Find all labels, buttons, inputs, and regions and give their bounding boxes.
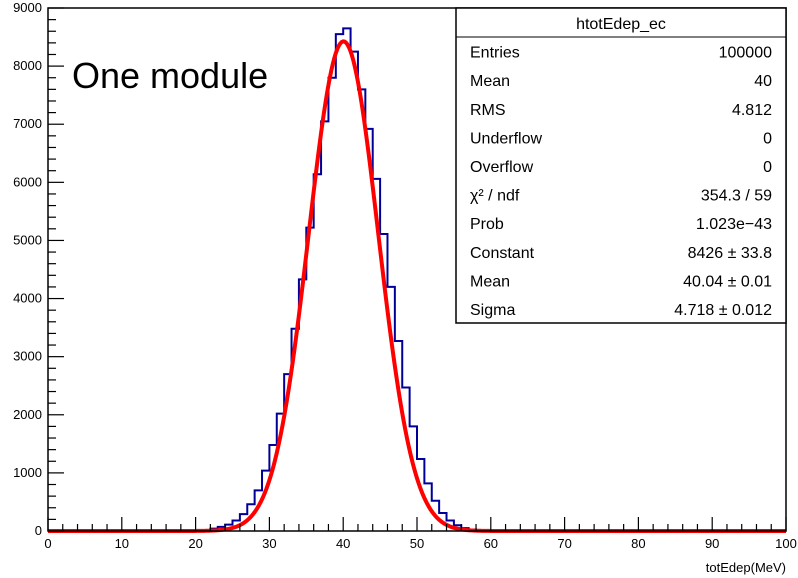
- histogram-outline: [48, 27, 786, 532]
- x-tick-label: 80: [631, 536, 645, 551]
- x-axis-title: totEdep(MeV): [706, 560, 786, 575]
- y-tick-label: 9000: [13, 0, 42, 15]
- stats-row-label: Sigma: [470, 302, 515, 319]
- y-tick-label: 8000: [13, 58, 42, 73]
- x-tick-label: 50: [410, 536, 424, 551]
- stats-box-title: htotEdep_ec: [576, 16, 666, 33]
- stats-row-label: Overflow: [470, 159, 534, 176]
- stats-row-value: 8426 ± 33.8: [688, 245, 773, 262]
- histogram-layer: [48, 27, 786, 532]
- stats-row-label: Underflow: [470, 130, 542, 147]
- x-axis: 0 10 20 30 40 50 60 70 80 90 100: [44, 517, 797, 551]
- y-tick-label: 1000: [13, 465, 42, 480]
- stats-row-value: 0: [763, 130, 772, 147]
- stats-box: htotEdep_ec Entries 100000 Mean 40 RMS 4.812 U…: [455, 7, 787, 324]
- y-tick-label: 2000: [13, 407, 42, 422]
- y-tick-label: 0: [35, 523, 42, 538]
- stats-row-label: RMS: [470, 102, 506, 119]
- stats-row-value: 100000: [719, 45, 772, 62]
- stats-row-value: 1.023e−43: [696, 216, 772, 233]
- y-tick-label: 5000: [13, 232, 42, 247]
- stats-box-frame: [455, 7, 787, 324]
- x-tick-label: 70: [557, 536, 571, 551]
- stats-row-label: Entries: [470, 45, 520, 62]
- stats-row-value: 4.718 ± 0.012: [674, 302, 772, 319]
- stats-row-value: 4.812: [732, 102, 772, 119]
- x-tick-label: 10: [115, 536, 129, 551]
- stats-row-label: Prob: [470, 216, 504, 233]
- y-tick-label: 7000: [13, 116, 42, 131]
- annotation-label: One module: [72, 55, 268, 96]
- y-axis: 0 1000 2000 3000 4000 5000 6000 7000 8000 9000: [13, 0, 64, 538]
- x-tick-label: 0: [44, 536, 51, 551]
- x-tick-label: 90: [705, 536, 719, 551]
- x-tick-label: 60: [484, 536, 498, 551]
- y-tick-label: 3000: [13, 349, 42, 364]
- y-tick-label: 6000: [13, 174, 42, 189]
- stats-row-value: 40.04 ± 0.01: [683, 273, 772, 290]
- y-tick-label: 4000: [13, 291, 42, 306]
- stats-row-label: χ² / ndf: [470, 188, 520, 205]
- x-tick-label: 30: [262, 536, 276, 551]
- stats-row-value: 354.3 / 59: [701, 188, 772, 205]
- x-tick-label: 20: [188, 536, 202, 551]
- stats-row-value: 0: [763, 159, 772, 176]
- x-tick-label: 40: [336, 536, 350, 551]
- stats-row-label: Mean: [470, 73, 510, 90]
- stats-row-label: Constant: [470, 245, 535, 262]
- stats-row-label: Mean: [470, 273, 510, 290]
- x-tick-label: 100: [775, 536, 797, 551]
- stats-row-value: 40: [754, 73, 772, 90]
